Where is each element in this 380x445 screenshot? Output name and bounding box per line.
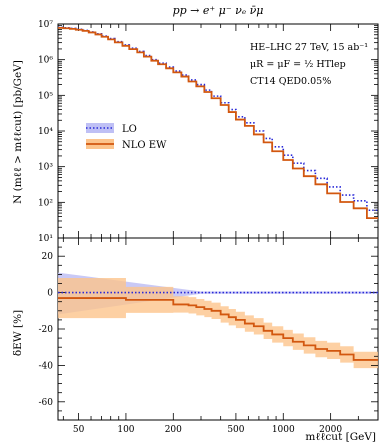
main-y-axis-label: N (mℓℓ > mℓℓcut) [pb/GeV] bbox=[12, 60, 24, 204]
series-nlo-ew-main bbox=[58, 26, 378, 220]
ratio-series-group bbox=[58, 291, 378, 361]
annotation-scale: μR = μF = ½ HTlep bbox=[250, 59, 346, 70]
chart-title: pp → e⁺ μ⁻ νₑ ν̄μ bbox=[173, 4, 264, 17]
ratio-bands bbox=[58, 272, 378, 369]
x-axis-label: mℓℓcut [GeV] bbox=[305, 431, 376, 443]
ratio-y-tick-label-2: -20 bbox=[39, 325, 54, 335]
main-y-tick-labels: 10⁷ 10⁶ 10⁵ 10⁴ 10³ 10² 10¹ bbox=[38, 20, 53, 244]
ratio-y-tick-label-4: -60 bbox=[39, 398, 54, 408]
main-y-tick-label-1: 10⁶ bbox=[38, 56, 53, 66]
x-tick-label-0: 50 bbox=[73, 425, 85, 435]
series-nlo-ew-ratio bbox=[58, 297, 378, 361]
main-panel: 10⁷ 10⁶ 10⁵ 10⁴ 10³ 10² 10¹ N (mℓℓ > mℓℓcut) [… bbox=[12, 20, 379, 244]
x-tick-label-1: 100 bbox=[117, 425, 134, 435]
main-y-tick-label-4: 10³ bbox=[38, 163, 53, 173]
legend-label-nlo: NLO EW bbox=[122, 140, 167, 151]
x-tick-label-4: 1000 bbox=[272, 425, 295, 435]
ratio-axis-ticks bbox=[58, 237, 379, 421]
main-y-tick-label-3: 10⁴ bbox=[38, 127, 53, 137]
ratio-y-tick-label-3: -40 bbox=[39, 361, 54, 371]
main-axis-ticks bbox=[58, 23, 379, 239]
legend-entry-lo: LO bbox=[86, 123, 137, 135]
x-tick-label-3: 500 bbox=[227, 425, 244, 435]
annotation-energy: HE–LHC 27 TeV, 15 ab⁻¹ bbox=[250, 42, 368, 53]
ratio-panel: 20 0 -20 -40 -60 δEW [%] bbox=[12, 237, 379, 421]
x-tick-label-2: 200 bbox=[165, 425, 182, 435]
series-lo-main bbox=[58, 26, 378, 212]
ratio-y-axis-label: δEW [%] bbox=[12, 310, 24, 356]
ratio-y-tick-labels: 20 0 -20 -40 -60 bbox=[39, 252, 54, 408]
annotation-pdf: CT14 QED0.05% bbox=[250, 76, 331, 87]
legend: LO NLO EW bbox=[86, 123, 167, 151]
main-y-tick-label-2: 10⁵ bbox=[38, 91, 53, 101]
main-series-group bbox=[58, 26, 378, 220]
legend-label-lo: LO bbox=[122, 124, 137, 135]
legend-entry-nlo: NLO EW bbox=[86, 139, 167, 151]
x-tick-label-5: 2000 bbox=[319, 425, 342, 435]
main-y-tick-label-0: 10⁷ bbox=[38, 20, 53, 30]
ratio-plot-frame bbox=[57, 237, 379, 421]
x-tick-labels: 50 100 200 500 1000 2000 bbox=[73, 425, 343, 435]
ratio-y-tick-label-1: 0 bbox=[47, 289, 53, 299]
band-lo-ratio bbox=[58, 272, 378, 315]
main-y-tick-label-6: 10¹ bbox=[38, 234, 53, 244]
ratio-y-tick-label-0: 20 bbox=[42, 252, 54, 262]
main-y-tick-label-5: 10² bbox=[38, 198, 53, 208]
